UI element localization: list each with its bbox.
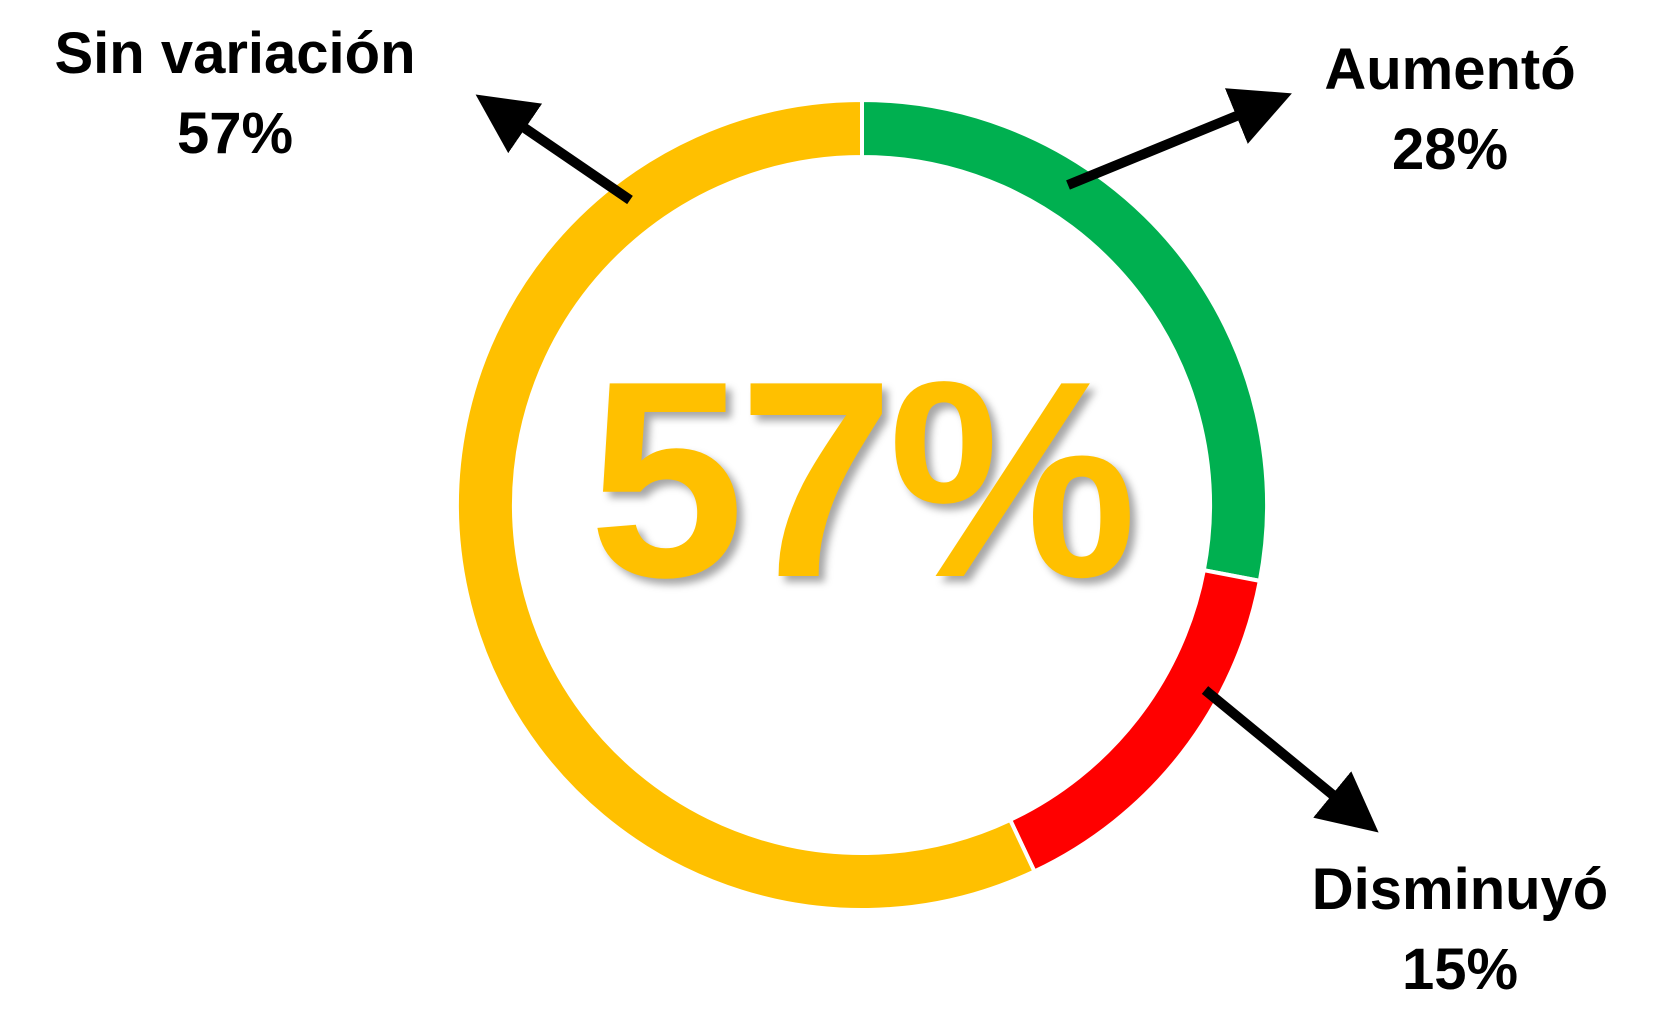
donut-slice-sin-variación (455, 97, 1038, 912)
label-sin-variacion: Sin variación 57% (20, 14, 450, 174)
slice-value-sin-variacion: 57% (176, 101, 294, 166)
center-value-label: 57% (588, 324, 1137, 636)
arrow-disminuyo (1201, 686, 1379, 833)
donut-slices (455, 97, 1269, 912)
slice-name-sin-variacion: Sin variación (54, 21, 416, 86)
slice-value-disminuyo: 15% (1401, 937, 1519, 1002)
arrow-sin-variacion (475, 94, 633, 205)
label-disminuyo: Disminuyó 15% (1290, 850, 1630, 1010)
arrow-aumento (1066, 88, 1292, 190)
slice-name-aumento: Aumentó (1324, 37, 1576, 102)
slice-value-aumento: 28% (1391, 117, 1509, 182)
slice-name-disminuyo: Disminuyó (1311, 857, 1609, 922)
label-aumento: Aumentó 28% (1300, 30, 1600, 190)
